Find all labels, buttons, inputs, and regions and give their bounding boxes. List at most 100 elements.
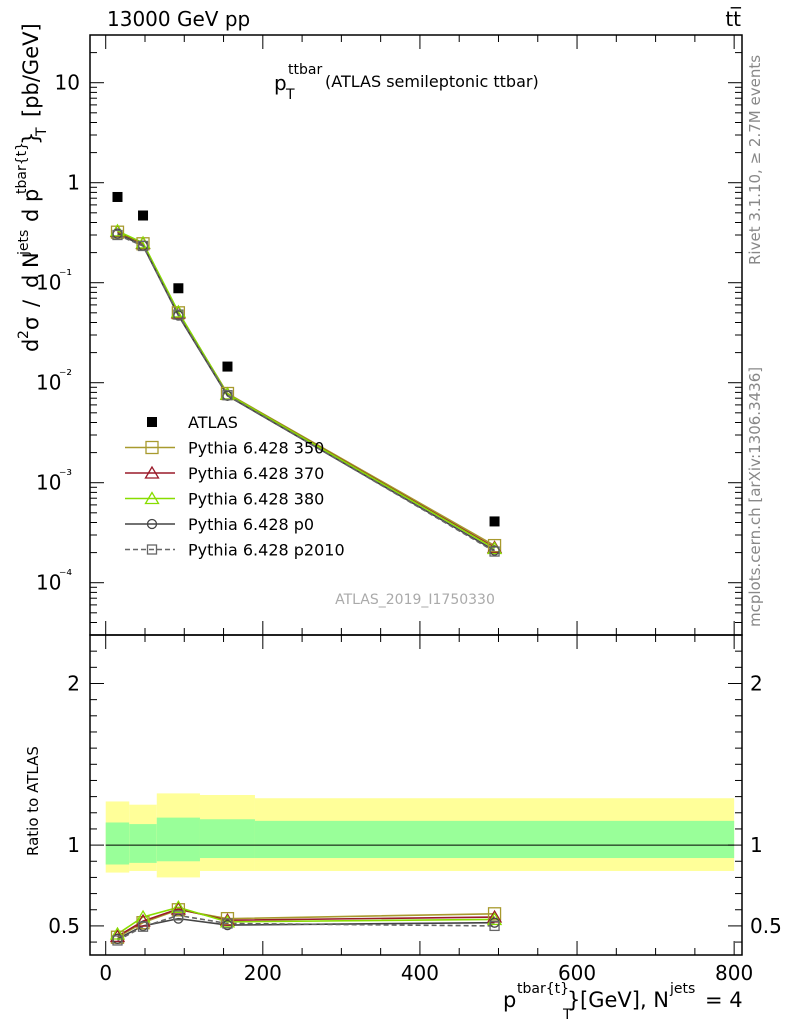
y-label-tbar: tbar{t} (14, 142, 30, 194)
y-label-dn: d N (19, 252, 43, 288)
y-tick-label-exponent: ⁻² (59, 368, 72, 384)
ratio-marker-p380 (170, 900, 187, 913)
y-tick-label-exponent: ⁻³ (59, 468, 72, 484)
band-inner-bin (129, 824, 157, 863)
main-marker-atlas (112, 191, 123, 202)
x-tick-label: 400 (401, 961, 439, 985)
axis-ticks (90, 34, 742, 955)
legend-marker-p350 (145, 440, 159, 455)
band-inner-bin (254, 820, 735, 859)
plot-title-subscript: T (285, 87, 295, 103)
x-tick-label: 800 (715, 961, 753, 985)
legend-label-p370: Pythia 6.428 370 (188, 464, 324, 483)
band-inner-bin (105, 822, 130, 865)
process-label: tt̅ (725, 6, 742, 31)
main-marker-p2010 (489, 546, 500, 557)
legend-label-p380: Pythia 6.428 380 (188, 490, 324, 509)
legend: ATLAS Pythia 6.428 350 Pythia 6.428 370 Pyt… (125, 413, 345, 560)
main-marker-p2010 (222, 390, 233, 401)
legend-label-p0: Pythia 6.428 p0 (188, 515, 314, 534)
y-tick-label: 10 (36, 371, 61, 395)
band-inner-bin (199, 819, 255, 859)
ratio-y-tick-label-right: 1 (750, 833, 763, 857)
y-label-sigma: σ (19, 317, 43, 330)
main-line-p2010 (117, 234, 495, 553)
x-label-rest: [GeV], N (580, 988, 669, 1012)
x-label-sup: tbar{t} (517, 981, 569, 997)
ratio-marker-p350 (487, 907, 502, 921)
plot-title-description: (ATLAS semileptonic ttbar) (325, 72, 539, 91)
main-marker-p380 (170, 304, 187, 318)
y-label-slash: / (19, 299, 43, 307)
y-tick-label: 10 (55, 71, 80, 95)
ratio-y-tick-label: 0.5 (48, 914, 80, 938)
ratio-marker-p2010 (112, 935, 123, 946)
ratio-marker-p370 (135, 913, 151, 927)
ratio-y-tick-label-right: 2 (750, 671, 763, 695)
y-tick-label-exponent: ⁻⁴ (59, 568, 72, 584)
legend-label-atlas: ATLAS (188, 413, 238, 432)
ratio-y-tick-label: 2 (67, 671, 80, 695)
y-label-d: d (19, 339, 43, 352)
y-label-brace: } (19, 132, 43, 145)
x-tick-label: 200 (244, 961, 282, 985)
ratio-marker-p2010 (222, 918, 233, 929)
energy-label: 13000 GeV pp (107, 7, 250, 31)
y-tick-label: 1 (67, 171, 80, 195)
main-marker-p2010 (137, 240, 149, 252)
ratio-line-p370 (117, 908, 495, 938)
x-tick-label: 600 (558, 961, 596, 985)
x-tick-label: 0 (99, 961, 112, 985)
rivet-version-label: Rivet 3.1.10, ≥ 2.7M events (746, 55, 764, 265)
ratio-axis-label: Ratio to ATLAS (24, 746, 42, 856)
main-marker-p350 (487, 538, 502, 553)
y-tick-label: 10 (36, 571, 61, 595)
band-inner-bin (156, 817, 200, 862)
y-label-t: T (34, 127, 50, 137)
main-marker-p2010 (173, 309, 184, 320)
main-series-group (109, 191, 503, 557)
ratio-uncertainty-bands (105, 793, 735, 878)
main-marker-atlas (222, 361, 233, 372)
main-marker-atlas (173, 283, 184, 294)
ratio-series-group (109, 900, 503, 946)
mcplots-label: mcplots.cern.ch [arXiv:1306.3436] (746, 367, 764, 627)
y-label-dp: d p (19, 189, 43, 222)
ratio-marker-p2010 (173, 910, 184, 921)
ratio-marker-p2010 (137, 921, 149, 932)
y-label-exponent: 2 (16, 330, 32, 339)
y-axis-label: d 2 σ / d N jets d p tbar{t} } T [pb/GeV… (14, 23, 50, 352)
analysis-id: ATLAS_2019_I1750330 (335, 592, 495, 608)
x-axis-label: p tbar{t} } T [GeV], N jets = 4 (503, 981, 743, 1023)
main-marker-atlas (489, 516, 500, 527)
plot-title-symbol: p (274, 71, 287, 95)
ratio-marker-p2010 (489, 920, 500, 932)
ratio-panel-frame (89, 634, 743, 956)
ratio-marker-p380 (109, 926, 126, 940)
legend-marker-p370 (144, 465, 160, 479)
x-label-p: p (503, 988, 516, 1012)
x-label-brace: } (567, 988, 580, 1012)
x-label-eq: = 4 (705, 988, 743, 1012)
y-label-unit: [pb/GeV] (19, 23, 43, 117)
main-line-p380 (117, 230, 495, 550)
y-tick-label: 10 (36, 271, 61, 295)
legend-marker-p2010 (146, 544, 158, 555)
ratio-y-tick-label-right: 0.5 (750, 914, 782, 938)
main-marker-p2010 (112, 229, 123, 241)
ratio-marker-p350 (136, 916, 150, 930)
legend-label-p350: Pythia 6.428 350 (188, 439, 324, 458)
legend-label-p2010: Pythia 6.428 p2010 (188, 541, 345, 560)
y-label-jets: jets (16, 230, 32, 256)
x-label-jets: jets (669, 981, 695, 997)
plot-title-superscript: ttbar (288, 62, 322, 78)
y-tick-label-exponent: ⁻¹ (59, 268, 72, 284)
ratio-marker-p370 (219, 912, 236, 926)
legend-marker-atlas (147, 417, 157, 427)
legend-marker-p380 (144, 491, 160, 505)
ratio-line-p380 (117, 906, 495, 935)
main-marker-atlas (138, 210, 149, 221)
